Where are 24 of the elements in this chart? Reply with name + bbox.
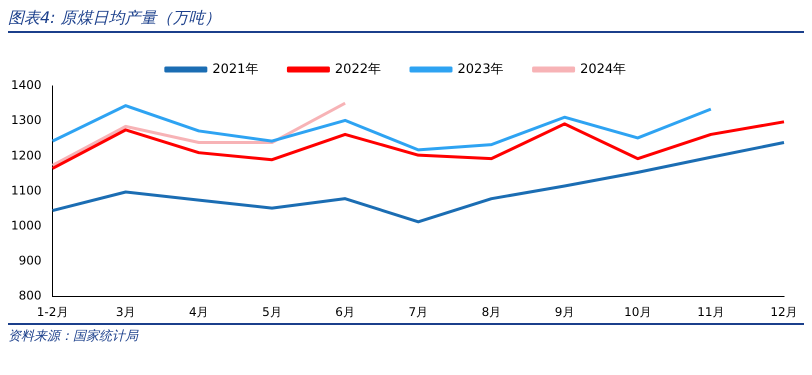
y-tick-label: 1400	[10, 78, 42, 92]
y-tick-label: 800	[18, 288, 42, 303]
chart-title: 图表4: 原煤日均产量（万吨）	[8, 8, 804, 33]
x-tick-label: 4月	[189, 304, 209, 319]
x-tick-label: 11月	[697, 304, 724, 319]
text: 资料来源：国家统计局	[8, 328, 140, 345]
y-tick-label: 1100	[10, 183, 42, 198]
x-tick-label: 9月	[554, 304, 574, 319]
x-tick-label: 5月	[262, 304, 282, 319]
x-tick-label: 10月	[624, 304, 652, 319]
x-tick-label: 12月	[770, 304, 798, 319]
y-tick-label: 1200	[10, 148, 42, 162]
y-tick-label: 900	[18, 254, 42, 268]
x-tick-label: 3月	[116, 304, 136, 319]
x-tick-label: 1-2月	[36, 304, 68, 319]
y-tick-label: 1300	[10, 113, 42, 128]
legend-label: 2023年	[458, 62, 504, 77]
legend-label: 2024年	[580, 62, 626, 77]
x-tick-label: 6月	[335, 304, 355, 319]
x-tick-label: 8月	[482, 304, 502, 319]
x-tick-label: 7月	[408, 304, 428, 319]
legend-label: 2022年	[334, 62, 382, 77]
y-tick-label: 1000	[10, 218, 42, 233]
legend-label: 2021年	[212, 62, 258, 77]
